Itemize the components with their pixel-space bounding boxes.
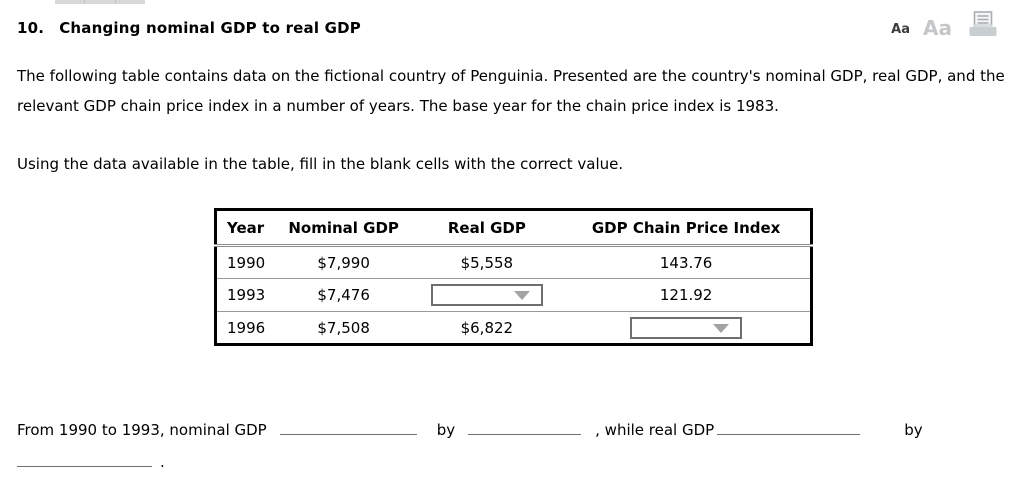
cell-nominal-gdp: $7,508 xyxy=(275,311,412,345)
column-header-year: Year xyxy=(215,209,276,247)
print-button[interactable] xyxy=(967,11,999,38)
chain-index-1996-dropdown[interactable] xyxy=(630,316,743,339)
cell-real-gdp xyxy=(411,278,563,312)
fill-in-sentence-line2: . xyxy=(17,452,165,472)
column-header-nominal-gdp: Nominal GDP xyxy=(275,209,412,247)
answer-blank-1[interactable] xyxy=(279,420,417,435)
sentence-segment: , while real GDP xyxy=(595,421,715,439)
instruction-text: Using the data available in the table, f… xyxy=(17,155,624,173)
title-bar: 10. Changing nominal GDP to real GDP Aa A… xyxy=(17,11,1007,38)
cell-year: 1990 xyxy=(227,253,266,272)
cell-real-gdp: $6,822 xyxy=(411,311,563,345)
table-row-1996: 1996 $7,508 $6,822 xyxy=(215,311,812,345)
table-header-row: Year Nominal GDP Real GDP GDP Chain Pric… xyxy=(215,209,812,247)
cell-nominal-gdp: $7,476 xyxy=(275,278,412,312)
gdp-data-table: Year Nominal GDP Real GDP GDP Chain Pric… xyxy=(214,208,813,346)
intro-paragraph: The following table contains data on the… xyxy=(17,67,1005,115)
table-row-1990: 1990 $7,990 $5,558 143.76 xyxy=(216,246,812,279)
tab-fragment-segment xyxy=(55,0,86,4)
answer-blank-3[interactable] xyxy=(717,420,861,435)
answer-blank-2[interactable] xyxy=(468,420,582,435)
tab-fragment-segment xyxy=(85,0,116,4)
question-title-text: Changing nominal GDP to real GDP xyxy=(59,19,362,37)
question-number: 10. xyxy=(17,19,45,37)
sentence-segment: by xyxy=(904,421,923,439)
real-gdp-1993-dropdown[interactable] xyxy=(430,284,543,306)
printer-icon xyxy=(969,11,997,36)
column-header-chain-index: GDP Chain Price Index xyxy=(562,209,812,247)
cell-year: 1996 xyxy=(215,311,276,345)
chevron-down-icon xyxy=(513,291,530,300)
page-title: 10. Changing nominal GDP to real GDP xyxy=(17,19,1007,37)
cell-nominal-gdp: $7,990 xyxy=(317,253,370,272)
chevron-down-icon xyxy=(713,323,730,333)
font-size-large-button[interactable]: Aa xyxy=(923,16,952,40)
cell-real-gdp: $5,558 xyxy=(460,253,514,272)
display-controls: Aa Aa xyxy=(891,11,999,38)
table-row-1993: 1993 $7,476 121.92 xyxy=(215,278,812,312)
sentence-segment: From 1990 to 1993, nominal GDP xyxy=(17,421,267,439)
tab-fragment-segment xyxy=(116,0,145,4)
column-header-real-gdp: Real GDP xyxy=(411,209,563,247)
cell-chain-index xyxy=(562,311,812,345)
cell-year: 1993 xyxy=(215,278,276,312)
answer-blank-4[interactable] xyxy=(17,452,152,467)
fill-in-sentence-line1: From 1990 to 1993, nominal GDP by , while … xyxy=(17,420,923,440)
cell-chain-index: 121.92 xyxy=(562,278,812,312)
cell-chain-index: 143.76 xyxy=(659,253,713,272)
top-tab-fragment xyxy=(55,0,145,4)
sentence-segment: . xyxy=(160,453,165,471)
sentence-segment: by xyxy=(436,421,456,439)
font-size-small-button[interactable]: Aa xyxy=(891,22,911,37)
